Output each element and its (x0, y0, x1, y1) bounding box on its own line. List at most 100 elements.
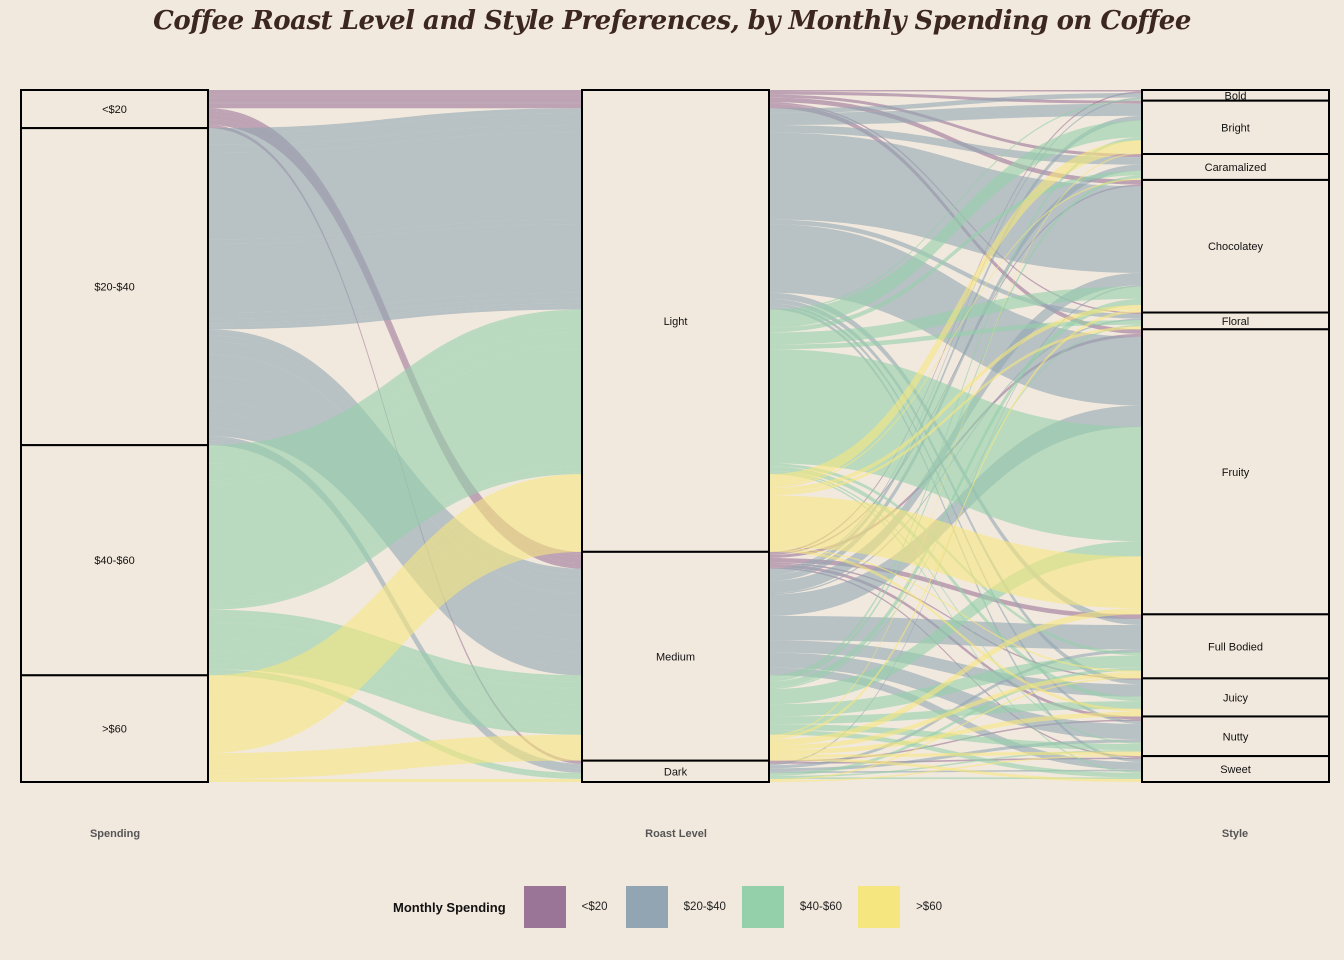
flow-spending-roast[interactable] (208, 474, 582, 688)
category-rect[interactable] (1141, 755, 1330, 784)
flow-spending-roast[interactable] (208, 112, 582, 145)
category-box-spending[interactable]: $20-$40 (20, 127, 209, 447)
flow-roast-style[interactable] (769, 672, 1142, 750)
category-rect[interactable] (1141, 677, 1330, 718)
flow-spending-roast[interactable] (208, 650, 582, 725)
flow-spending-roast[interactable] (208, 91, 582, 95)
flow-spending-roast[interactable] (208, 94, 582, 98)
flow-spending-roast[interactable] (208, 492, 582, 697)
flow-spending-roast[interactable] (208, 309, 582, 447)
category-rect[interactable] (1141, 328, 1330, 616)
legend-swatch[interactable] (858, 886, 901, 928)
flow-roast-style[interactable] (769, 548, 1142, 712)
flow-spending-roast[interactable] (208, 672, 582, 778)
flow-roast-style[interactable] (769, 309, 1142, 740)
category-rect[interactable] (1141, 178, 1330, 314)
category-rect[interactable] (20, 674, 209, 783)
flow-spending-roast[interactable] (208, 673, 582, 779)
flow-spending-roast[interactable] (208, 736, 582, 758)
flow-roast-style[interactable] (769, 749, 1142, 778)
flow-roast-style[interactable] (769, 320, 1142, 350)
flow-spending-roast[interactable] (208, 463, 582, 603)
category-box-style[interactable]: Floral (1141, 311, 1330, 331)
category-box-spending[interactable]: $40-$60 (20, 444, 209, 677)
flow-spending-roast[interactable] (208, 623, 582, 705)
flow-roast-style[interactable] (769, 751, 1142, 758)
flow-spending-roast[interactable] (208, 739, 582, 764)
flow-roast-style[interactable] (769, 120, 1142, 328)
flow-spending-roast[interactable] (208, 621, 582, 690)
flow-spending-roast[interactable] (208, 103, 582, 109)
flow-spending-roast[interactable] (208, 306, 582, 330)
flow-spending-roast[interactable] (208, 778, 582, 781)
category-box-roast-level[interactable]: Light (581, 89, 770, 553)
flow-roast-style[interactable] (769, 164, 1142, 581)
category-rect[interactable] (20, 89, 209, 130)
flow-roast-style[interactable] (769, 757, 1142, 782)
flow-spending-roast[interactable] (208, 349, 582, 600)
legend-swatch[interactable] (523, 886, 566, 928)
flow-spending-roast[interactable] (208, 332, 582, 481)
flow-roast-style[interactable] (769, 754, 1142, 782)
flow-spending-roast[interactable] (208, 745, 582, 769)
flow-spending-roast[interactable] (208, 344, 582, 485)
flow-spending-roast[interactable] (208, 472, 582, 610)
flow-roast-style[interactable] (769, 557, 1142, 619)
flow-roast-style[interactable] (769, 140, 1142, 487)
flow-roast-style[interactable] (769, 541, 1142, 705)
flow-spending-roast[interactable] (208, 638, 582, 717)
category-box-style[interactable]: Chocolatey (1141, 178, 1330, 314)
category-rect[interactable] (1141, 613, 1330, 680)
flow-spending-roast[interactable] (208, 428, 582, 676)
category-rect[interactable] (20, 444, 209, 677)
category-box-style[interactable]: Juicy (1141, 677, 1330, 718)
flow-roast-style[interactable] (769, 91, 1142, 104)
flow-spending-roast[interactable] (208, 118, 582, 565)
flow-spending-roast[interactable] (208, 125, 582, 153)
flow-roast-style[interactable] (769, 667, 1142, 770)
flow-spending-roast[interactable] (208, 224, 582, 313)
flow-roast-style[interactable] (769, 405, 1142, 616)
flow-roast-style[interactable] (769, 298, 1142, 688)
flow-spending-roast[interactable] (208, 471, 582, 609)
flow-roast-style[interactable] (769, 711, 1142, 755)
flow-spending-roast[interactable] (208, 757, 582, 779)
category-rect[interactable] (581, 550, 770, 762)
flow-roast-style[interactable] (769, 326, 1142, 496)
flow-roast-style[interactable] (769, 90, 1142, 92)
flow-spending-roast[interactable] (208, 292, 582, 319)
flow-roast-style[interactable] (769, 152, 1142, 737)
legend-swatch[interactable] (741, 886, 784, 928)
category-box-roast-level[interactable]: Medium (581, 550, 770, 762)
flow-spending-roast[interactable] (208, 754, 582, 776)
flow-spending-roast[interactable] (208, 327, 582, 469)
flow-spending-roast[interactable] (208, 749, 582, 773)
category-box-style[interactable]: Full Bodied (1141, 613, 1330, 680)
flow-spending-roast[interactable] (208, 108, 582, 554)
flow-spending-roast[interactable] (208, 109, 582, 555)
flow-spending-roast[interactable] (208, 132, 582, 240)
flow-roast-style[interactable] (769, 667, 1142, 776)
flow-roast-style[interactable] (769, 93, 1142, 113)
flow-roast-style[interactable] (769, 655, 1142, 717)
flow-spending-roast[interactable] (208, 311, 582, 464)
flow-roast-style[interactable] (769, 466, 1142, 702)
flow-roast-style[interactable] (769, 719, 1142, 763)
flow-spending-roast[interactable] (208, 669, 582, 776)
flow-roast-style[interactable] (769, 304, 1142, 493)
flow-roast-style[interactable] (769, 178, 1142, 488)
category-rect[interactable] (20, 127, 209, 447)
flow-spending-roast[interactable] (208, 466, 582, 607)
flow-spending-roast[interactable] (208, 123, 582, 569)
flow-roast-style[interactable] (769, 170, 1142, 333)
category-box-style[interactable]: Nutty (1141, 715, 1330, 758)
legend-swatch[interactable] (625, 886, 668, 928)
flow-spending-roast[interactable] (208, 90, 582, 92)
flow-spending-roast[interactable] (208, 303, 582, 327)
flow-roast-style[interactable] (769, 608, 1142, 746)
category-box-roast-level[interactable]: Dark (581, 759, 770, 783)
flow-spending-roast[interactable] (208, 780, 582, 782)
flow-spending-roast[interactable] (208, 495, 582, 749)
category-box-style[interactable]: Fruity (1141, 328, 1330, 616)
flow-spending-roast[interactable] (208, 547, 582, 750)
